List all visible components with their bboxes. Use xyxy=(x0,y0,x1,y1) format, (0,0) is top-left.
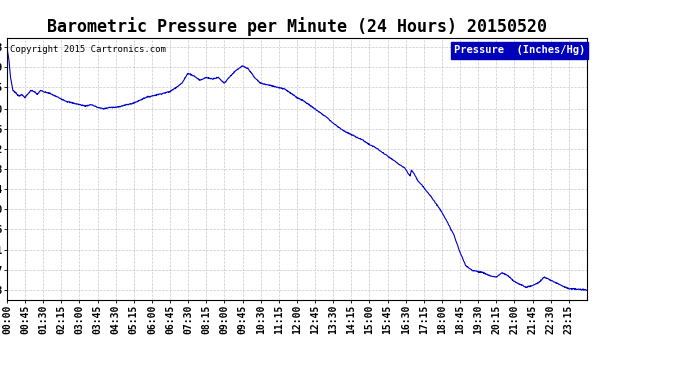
Title: Barometric Pressure per Minute (24 Hours) 20150520: Barometric Pressure per Minute (24 Hours… xyxy=(47,17,546,36)
Text: Copyright 2015 Cartronics.com: Copyright 2015 Cartronics.com xyxy=(10,45,166,54)
Text: Pressure  (Inches/Hg): Pressure (Inches/Hg) xyxy=(454,45,585,56)
